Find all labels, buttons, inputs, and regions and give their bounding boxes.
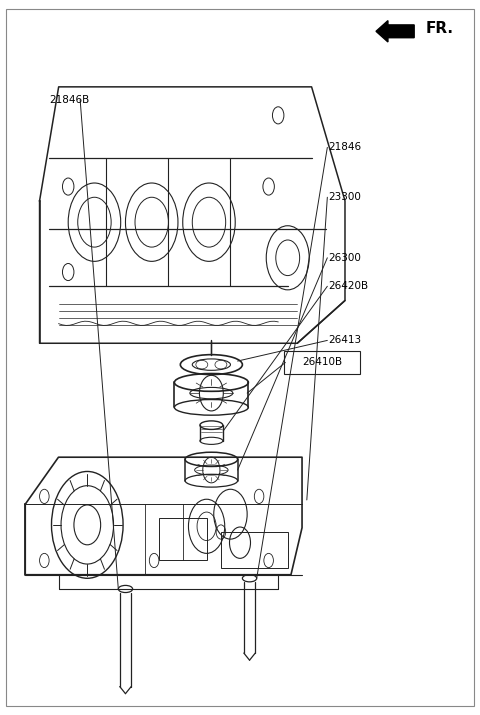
Text: 26300: 26300: [328, 253, 361, 263]
Text: 21846B: 21846B: [49, 94, 89, 104]
Text: 26410B: 26410B: [302, 358, 342, 368]
Text: 26420B: 26420B: [328, 281, 369, 291]
Text: 23300: 23300: [328, 192, 361, 202]
Text: 26413: 26413: [328, 335, 361, 345]
Text: FR.: FR.: [426, 21, 454, 36]
Bar: [159, 518, 206, 561]
Bar: [221, 532, 288, 568]
Text: 21846: 21846: [328, 142, 361, 152]
FancyArrow shape: [376, 21, 414, 42]
